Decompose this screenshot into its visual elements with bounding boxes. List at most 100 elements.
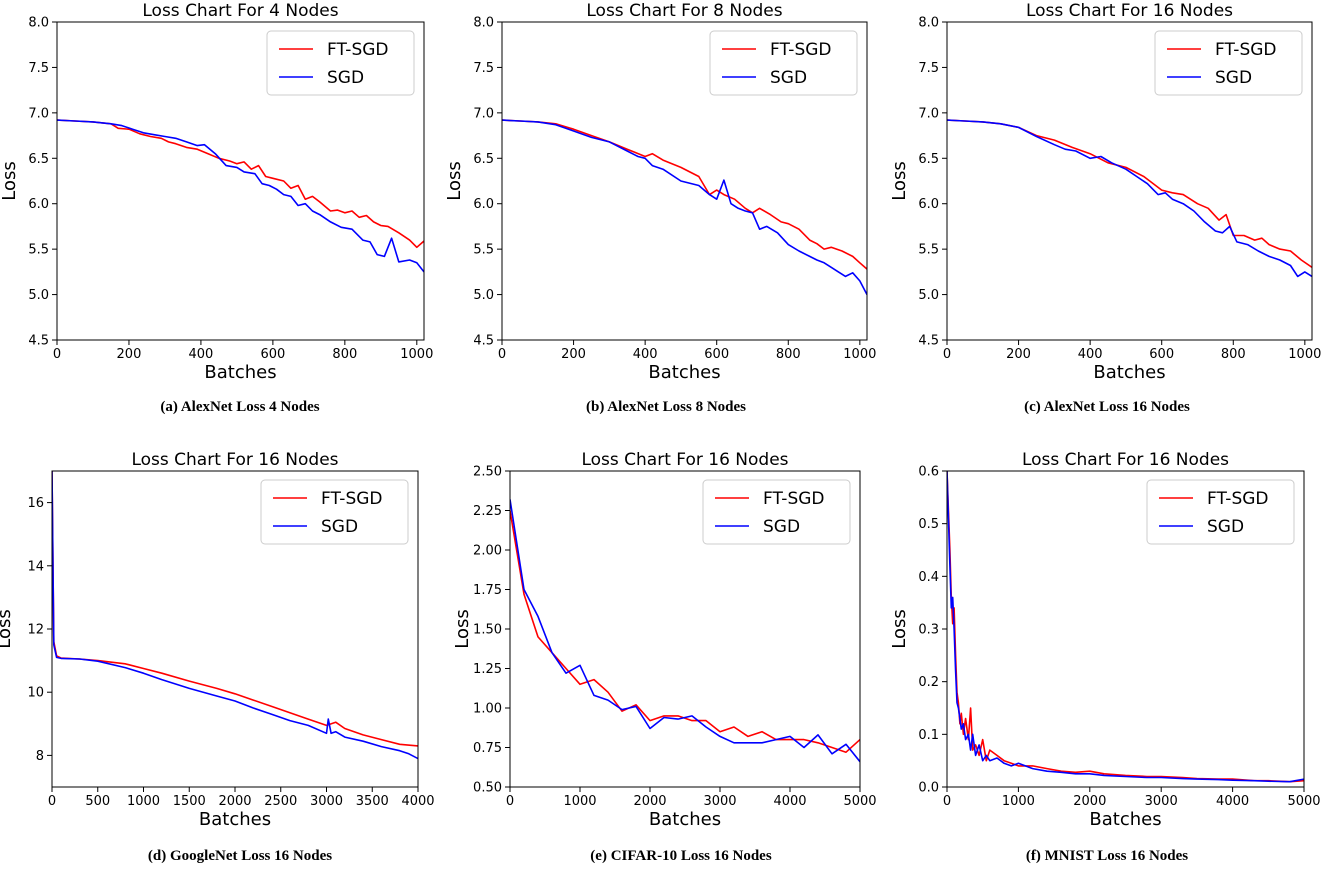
legend-box-b: [709, 30, 858, 96]
legend-box-d: [260, 479, 409, 545]
x-tick-label-d-6: 3000: [310, 794, 343, 809]
x-tick-label-d-0: 0: [48, 794, 56, 809]
series-line-e-0: [510, 510, 860, 754]
x-axis-label-c: Batches: [1093, 362, 1165, 383]
legend-box-f: [1146, 479, 1295, 545]
plot-frame-a: [56, 21, 425, 341]
y-axis-label-c: Loss: [889, 161, 910, 200]
x-tick-label-f-3: 3000: [1145, 794, 1178, 809]
x-tick-label-a-5: 1000: [400, 347, 433, 362]
caption-b: (b) AlexNet Loss 8 Nodes: [586, 399, 746, 415]
series-line-a-0: [57, 119, 424, 249]
legend-label-e-0: FT-SGD: [763, 489, 825, 509]
y-tick-label-a-6: 7.5: [28, 61, 49, 76]
x-tick-label-d-2: 1000: [127, 794, 160, 809]
chart-title-f: Loss Chart For 16 Nodes: [1022, 450, 1229, 470]
legend-box-e: [702, 479, 851, 545]
y-tick-label-a-5: 7.0: [28, 106, 49, 121]
y-tick-label-e-6: 2.00: [473, 544, 502, 559]
x-tick-label-b-1: 200: [561, 347, 586, 362]
legend-a: FT-SGD SGD: [266, 30, 415, 96]
legend-label-b-1: SGD: [770, 68, 807, 88]
legend-d: FT-SGD SGD: [260, 479, 409, 545]
y-tick-label-f-2: 0.2: [918, 675, 939, 690]
y-tick-label-e-2: 1.00: [473, 702, 502, 717]
y-tick-label-d-1: 10: [27, 686, 44, 701]
y-tick-label-c-0: 4.5: [918, 334, 939, 349]
x-tick-label-e-0: 0: [506, 794, 514, 809]
y-axis-label-b: Loss: [444, 161, 465, 200]
y-axis-label-e: Loss: [452, 609, 473, 648]
y-tick-label-b-5: 7.0: [473, 106, 494, 121]
chart-title-e: Loss Chart For 16 Nodes: [581, 450, 788, 470]
caption-d: (d) GoogleNet Loss 16 Nodes: [147, 848, 333, 864]
y-tick-label-b-7: 8.0: [473, 16, 494, 31]
y-tick-label-e-0: 0.50: [473, 781, 502, 796]
y-tick-label-e-1: 0.75: [473, 741, 502, 756]
y-tick-label-c-2: 5.5: [918, 243, 939, 258]
x-tick-label-a-1: 200: [117, 347, 142, 362]
series-line-e-1: [510, 499, 860, 763]
x-axis-label-f: Batches: [1089, 809, 1161, 830]
caption-a: (a) AlexNet Loss 4 Nodes: [160, 399, 320, 415]
x-tick-label-f-1: 1000: [1002, 794, 1035, 809]
y-tick-label-e-5: 1.75: [473, 583, 502, 598]
legend-e: FT-SGD SGD: [702, 479, 851, 545]
series-line-d-1: [52, 471, 418, 760]
x-tick-label-e-1: 1000: [563, 794, 596, 809]
legend-label-f-0: FT-SGD: [1207, 489, 1269, 509]
y-tick-label-c-3: 6.0: [918, 197, 939, 212]
chart-e: 0 1000 2000 3000 4000 5000 0.50 0.75 1.00 1.25 1.5…: [452, 450, 877, 830]
x-axis-label-d: Batches: [199, 809, 271, 830]
y-tick-label-e-4: 1.50: [473, 623, 502, 638]
y-tick-label-c-6: 7.5: [918, 61, 939, 76]
y-tick-label-f-0: 0.0: [918, 781, 939, 796]
x-tick-label-b-2: 400: [633, 347, 658, 362]
legend-label-e-1: SGD: [763, 517, 800, 537]
x-tick-label-d-5: 2500: [264, 794, 297, 809]
legend-label-a-1: SGD: [327, 68, 364, 88]
x-tick-label-a-4: 800: [332, 347, 357, 362]
legend-b: FT-SGD SGD: [709, 30, 858, 96]
legend-label-c-0: FT-SGD: [1215, 40, 1277, 60]
y-tick-label-a-3: 6.0: [28, 197, 49, 212]
x-tick-label-d-3: 1500: [173, 794, 206, 809]
x-tick-label-c-5: 1000: [1288, 347, 1321, 362]
chart-title-d: Loss Chart For 16 Nodes: [131, 450, 338, 470]
caption-f: (f) MNIST Loss 16 Nodes: [1025, 848, 1189, 864]
x-tick-label-c-0: 0: [943, 347, 951, 362]
x-tick-label-f-4: 4000: [1216, 794, 1249, 809]
y-tick-label-a-4: 6.5: [28, 152, 49, 167]
chart-d: 0 500 1000 1500 2000 2500 3000 3500 4000 8 10 12 14 1…: [0, 450, 435, 830]
chart-title-a: Loss Chart For 4 Nodes: [142, 1, 338, 21]
plot-frame-c: [946, 21, 1313, 341]
legend-f: FT-SGD SGD: [1146, 479, 1295, 545]
y-tick-label-f-3: 0.3: [918, 623, 939, 638]
x-tick-label-d-1: 500: [85, 794, 110, 809]
y-tick-label-e-8: 2.50: [473, 465, 502, 480]
y-tick-label-d-3: 14: [27, 559, 44, 574]
x-axis-label-e: Batches: [649, 809, 721, 830]
y-tick-label-a-1: 5.0: [28, 288, 49, 303]
y-axis-label-d: Loss: [0, 609, 15, 648]
y-tick-label-a-2: 5.5: [28, 243, 49, 258]
x-tick-label-d-8: 4000: [401, 794, 434, 809]
x-tick-label-f-0: 0: [943, 794, 951, 809]
y-tick-label-f-6: 0.6: [918, 465, 939, 480]
x-tick-label-c-1: 200: [1006, 347, 1031, 362]
x-tick-label-b-4: 800: [776, 347, 801, 362]
x-tick-label-b-5: 1000: [843, 347, 876, 362]
y-tick-label-a-0: 4.5: [28, 334, 49, 349]
legend-label-d-1: SGD: [321, 517, 358, 537]
chart-title-b: Loss Chart For 8 Nodes: [586, 1, 782, 21]
x-tick-label-d-7: 3500: [356, 794, 389, 809]
x-tick-label-c-4: 800: [1221, 347, 1246, 362]
x-tick-label-c-2: 400: [1078, 347, 1103, 362]
y-tick-label-c-1: 5.0: [918, 288, 939, 303]
y-tick-label-b-2: 5.5: [473, 243, 494, 258]
y-tick-label-f-5: 0.5: [918, 517, 939, 532]
y-tick-label-d-0: 8: [36, 749, 44, 764]
caption-c: (c) AlexNet Loss 16 Nodes: [1024, 399, 1190, 415]
series-line-a-1: [57, 119, 424, 273]
chart-b: 0 200 400 600 800 1000 4.5 5.0 5.5 6.0 6.5 7.0 7.5 8.…: [444, 1, 876, 383]
